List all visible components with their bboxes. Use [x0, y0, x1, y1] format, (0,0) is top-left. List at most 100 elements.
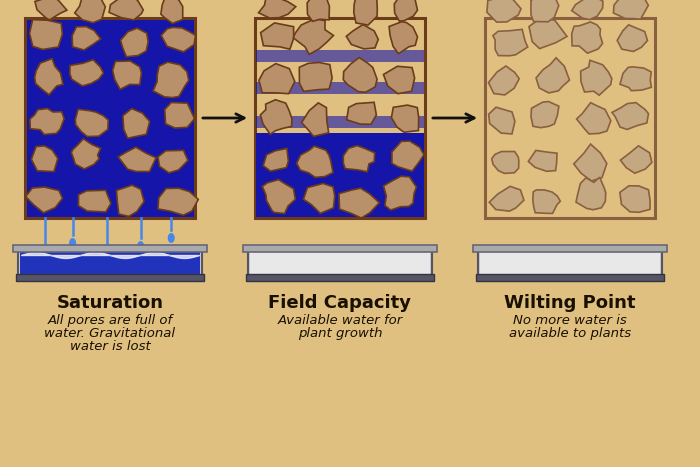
Polygon shape	[384, 176, 416, 210]
Polygon shape	[617, 25, 648, 51]
Polygon shape	[491, 151, 519, 173]
Polygon shape	[391, 105, 419, 132]
Text: Field Capacity: Field Capacity	[269, 294, 412, 312]
Bar	[476, 274, 664, 281]
Bar	[473, 245, 667, 252]
Polygon shape	[392, 141, 424, 171]
Text: water. Gravitational: water. Gravitational	[45, 327, 176, 340]
Polygon shape	[29, 20, 62, 50]
Bar	[18, 248, 202, 276]
Polygon shape	[116, 185, 144, 216]
Polygon shape	[26, 187, 62, 213]
Bar	[478, 248, 662, 276]
Polygon shape	[394, 0, 417, 21]
Bar	[248, 248, 432, 276]
Polygon shape	[75, 0, 105, 23]
Ellipse shape	[42, 248, 49, 258]
Polygon shape	[263, 149, 288, 171]
Polygon shape	[529, 18, 567, 49]
Polygon shape	[260, 23, 294, 49]
Polygon shape	[620, 186, 650, 212]
Polygon shape	[72, 27, 101, 50]
Polygon shape	[389, 21, 417, 54]
Polygon shape	[612, 103, 648, 129]
Polygon shape	[35, 59, 63, 95]
Text: available to plants: available to plants	[509, 327, 631, 340]
Bar	[256, 116, 424, 128]
Polygon shape	[153, 62, 189, 98]
Polygon shape	[113, 61, 141, 89]
Text: No more water is: No more water is	[513, 314, 627, 327]
Polygon shape	[343, 146, 374, 172]
Bar	[246, 274, 434, 281]
Polygon shape	[574, 144, 607, 181]
Bar	[480, 252, 660, 274]
Polygon shape	[384, 66, 414, 94]
Bar	[16, 274, 204, 281]
Polygon shape	[70, 60, 104, 86]
Ellipse shape	[168, 233, 175, 243]
Polygon shape	[109, 0, 144, 20]
Polygon shape	[528, 150, 557, 171]
Polygon shape	[120, 28, 148, 57]
Polygon shape	[260, 100, 292, 134]
Polygon shape	[354, 0, 377, 25]
Polygon shape	[78, 190, 111, 212]
Text: Saturation: Saturation	[57, 294, 164, 312]
Text: water is lost: water is lost	[69, 340, 150, 353]
Text: All pores are full of: All pores are full of	[48, 314, 173, 327]
Bar	[256, 133, 424, 217]
Polygon shape	[158, 150, 188, 173]
Polygon shape	[577, 103, 611, 134]
Polygon shape	[123, 109, 150, 138]
Polygon shape	[259, 64, 295, 94]
Polygon shape	[32, 146, 58, 171]
Polygon shape	[531, 101, 559, 127]
Polygon shape	[76, 109, 108, 136]
Polygon shape	[30, 108, 64, 134]
Polygon shape	[531, 0, 559, 22]
Polygon shape	[572, 0, 603, 20]
Ellipse shape	[69, 238, 76, 248]
Polygon shape	[489, 66, 519, 95]
Polygon shape	[343, 57, 377, 92]
Polygon shape	[158, 188, 198, 215]
Polygon shape	[300, 63, 332, 92]
Bar	[25, 18, 195, 218]
Polygon shape	[339, 188, 379, 218]
Polygon shape	[536, 58, 570, 93]
Polygon shape	[161, 0, 183, 23]
Polygon shape	[164, 103, 195, 128]
Polygon shape	[346, 102, 377, 124]
Ellipse shape	[103, 255, 110, 265]
Bar	[256, 82, 424, 94]
Polygon shape	[487, 0, 521, 22]
Polygon shape	[161, 28, 195, 52]
Polygon shape	[303, 184, 335, 213]
Bar	[256, 50, 424, 62]
Bar	[485, 18, 655, 218]
Polygon shape	[576, 177, 606, 210]
Polygon shape	[258, 0, 296, 18]
Polygon shape	[297, 146, 333, 177]
Polygon shape	[307, 0, 330, 21]
Polygon shape	[71, 139, 101, 169]
Polygon shape	[533, 190, 560, 213]
Text: Wilting Point: Wilting Point	[504, 294, 636, 312]
Polygon shape	[613, 0, 648, 19]
Polygon shape	[346, 25, 378, 49]
Text: plant growth: plant growth	[298, 327, 382, 340]
Polygon shape	[489, 107, 515, 134]
Ellipse shape	[137, 241, 144, 251]
Polygon shape	[118, 147, 156, 171]
Polygon shape	[493, 29, 528, 56]
Polygon shape	[580, 60, 612, 95]
Bar	[243, 245, 437, 252]
Polygon shape	[620, 67, 651, 91]
Polygon shape	[262, 180, 295, 213]
Polygon shape	[620, 146, 652, 173]
Polygon shape	[35, 0, 67, 20]
Polygon shape	[293, 19, 333, 54]
Polygon shape	[302, 103, 329, 136]
Bar	[255, 18, 425, 218]
